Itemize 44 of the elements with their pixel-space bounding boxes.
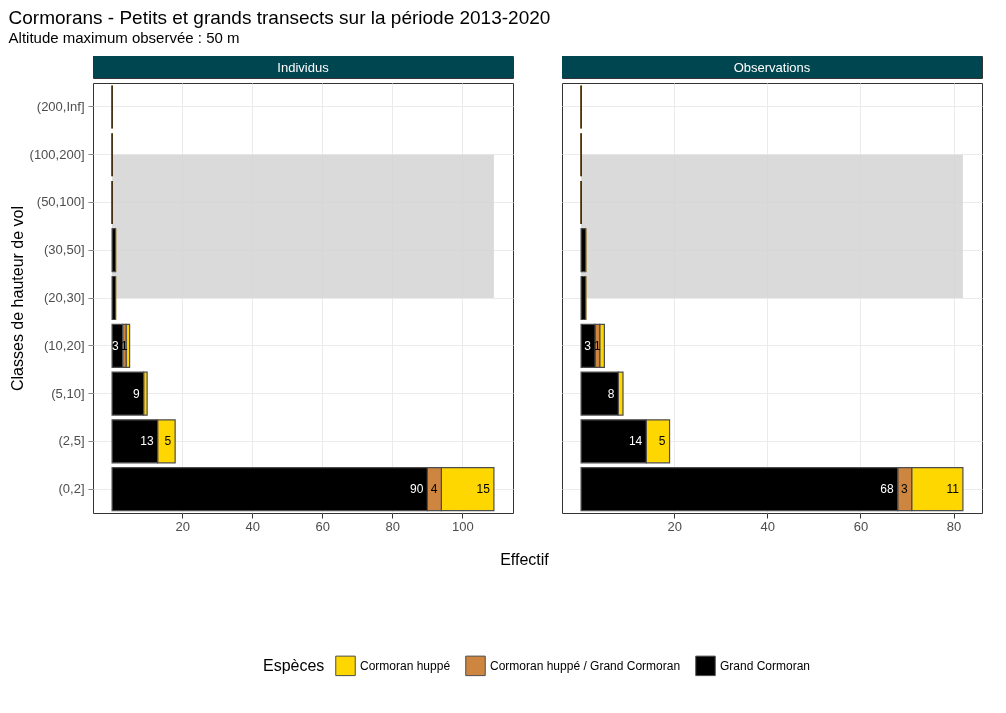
y-tick-label: (50,100] <box>36 194 85 210</box>
y-tick-label: (5,10] <box>51 385 85 401</box>
data-label: 15 <box>476 482 491 497</box>
x-tick-label: 100 <box>452 518 474 534</box>
data-label: 90 <box>409 482 424 497</box>
y-tick-label: (20,30] <box>44 290 85 305</box>
data-label: 68 <box>880 482 895 497</box>
y-tick-label: (10,20] <box>44 337 85 353</box>
legend-title: Espèces <box>263 657 325 674</box>
data-label: 14 <box>628 434 643 449</box>
legend-label: Grand Cormoran <box>720 658 811 673</box>
text: Cormorans - Petits et grands transects sur la période 2013-2020 <box>8 6 551 28</box>
text: Altitude maximum observée : 50 m <box>8 28 240 46</box>
chart-title: Observations <box>733 60 811 75</box>
y-tick-label: (30,50] <box>44 242 85 258</box>
y-tick-label: (2,5] <box>58 433 85 449</box>
y-tick-label: (100,200] <box>29 146 85 162</box>
x-axis-title: Effectif <box>500 550 550 568</box>
y-tick-label: (200,Inf] <box>36 98 85 114</box>
data-label: 1 <box>121 338 129 353</box>
data-label: 3 <box>901 482 908 497</box>
x-tick-label: 60 <box>853 518 869 534</box>
data-label: 11 <box>946 482 960 497</box>
data-label: 9 <box>132 386 140 401</box>
chart-title: Individus <box>277 60 330 75</box>
x-tick-label: 80 <box>385 518 401 534</box>
data-label: 3 <box>111 338 119 353</box>
x-tick-label: 20 <box>175 518 190 534</box>
data-label: 5 <box>658 434 666 449</box>
data-label: 5 <box>164 434 172 449</box>
x-tick-label: 40 <box>760 518 776 534</box>
x-tick-label: 60 <box>315 518 330 534</box>
x-tick-label: 80 <box>946 518 962 534</box>
data-label: 1 <box>594 338 602 353</box>
y-tick-label: (0,2] <box>58 481 85 497</box>
data-label: 8 <box>607 386 615 401</box>
legend-label: Cormoran huppé <box>360 658 451 673</box>
x-tick-label: 20 <box>667 518 682 534</box>
data-label: 3 <box>584 338 592 353</box>
x-tick-label: 40 <box>245 518 260 534</box>
y-axis-title: Classes de hauteur de vol <box>8 206 26 391</box>
data-label: 4 <box>430 482 438 497</box>
data-label: 13 <box>140 434 154 449</box>
legend-label: Cormoran huppé / Grand Cormoran <box>490 658 681 673</box>
